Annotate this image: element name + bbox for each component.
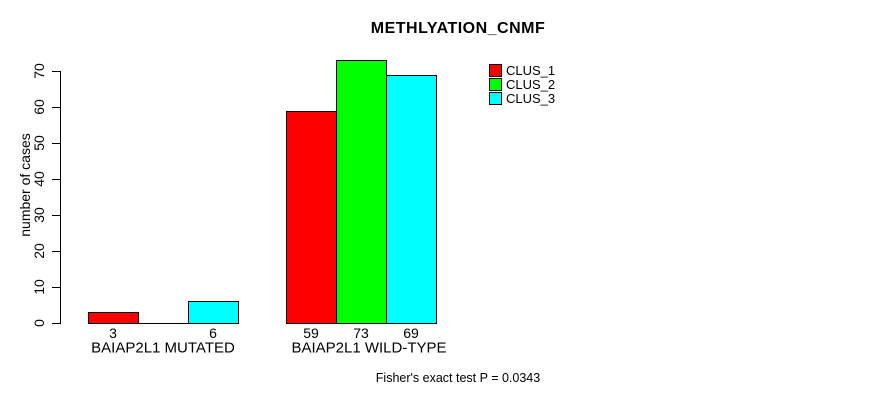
category-label: BAIAP2L1 WILD-TYPE — [291, 339, 447, 357]
legend-item: CLUS_2 — [489, 76, 556, 92]
legend-swatch — [489, 91, 502, 105]
legend-swatch — [489, 63, 502, 77]
bar-value-label: 59 — [303, 325, 319, 341]
chart-title: METHLYATION_CNMF — [370, 20, 546, 37]
legend-item: CLUS_1 — [489, 62, 556, 78]
y-tick — [52, 215, 60, 216]
bar — [286, 111, 337, 324]
bar — [188, 301, 239, 324]
y-tick-label: 40 — [31, 171, 47, 187]
y-tick — [52, 71, 60, 72]
bar — [336, 60, 387, 324]
y-tick — [52, 179, 60, 180]
legend-label: CLUS_3 — [506, 90, 556, 106]
y-tick-label: 60 — [31, 99, 47, 115]
legend-swatch — [489, 77, 502, 91]
bar-value-label: 6 — [209, 325, 217, 341]
y-tick-label: 10 — [31, 279, 47, 295]
bar-value-label: 3 — [109, 325, 117, 341]
y-tick-label: 30 — [31, 207, 47, 223]
legend: CLUS_1 CLUS_2 CLUS_3 — [489, 62, 556, 106]
y-tick — [52, 143, 60, 144]
category-label: BAIAP2L1 MUTATED — [91, 339, 235, 357]
y-tick-label: 0 — [31, 319, 47, 327]
legend-item: CLUS_3 — [489, 90, 556, 106]
y-tick-label: 50 — [31, 135, 47, 151]
y-tick-label: 70 — [31, 63, 47, 79]
bar — [138, 323, 189, 324]
y-tick — [52, 107, 60, 108]
y-tick — [52, 323, 60, 324]
legend-label: CLUS_2 — [506, 76, 556, 92]
y-tick — [52, 251, 60, 252]
y-tick-label: 20 — [31, 243, 47, 259]
legend-label: CLUS_1 — [506, 62, 556, 78]
bar-value-label: 73 — [353, 325, 369, 341]
stat-annotation: Fisher's exact test P = 0.0343 — [375, 371, 541, 385]
bar-value-label: 69 — [403, 325, 419, 341]
bar — [386, 75, 437, 324]
y-tick — [52, 287, 60, 288]
bar — [88, 312, 139, 324]
y-axis — [60, 71, 61, 324]
